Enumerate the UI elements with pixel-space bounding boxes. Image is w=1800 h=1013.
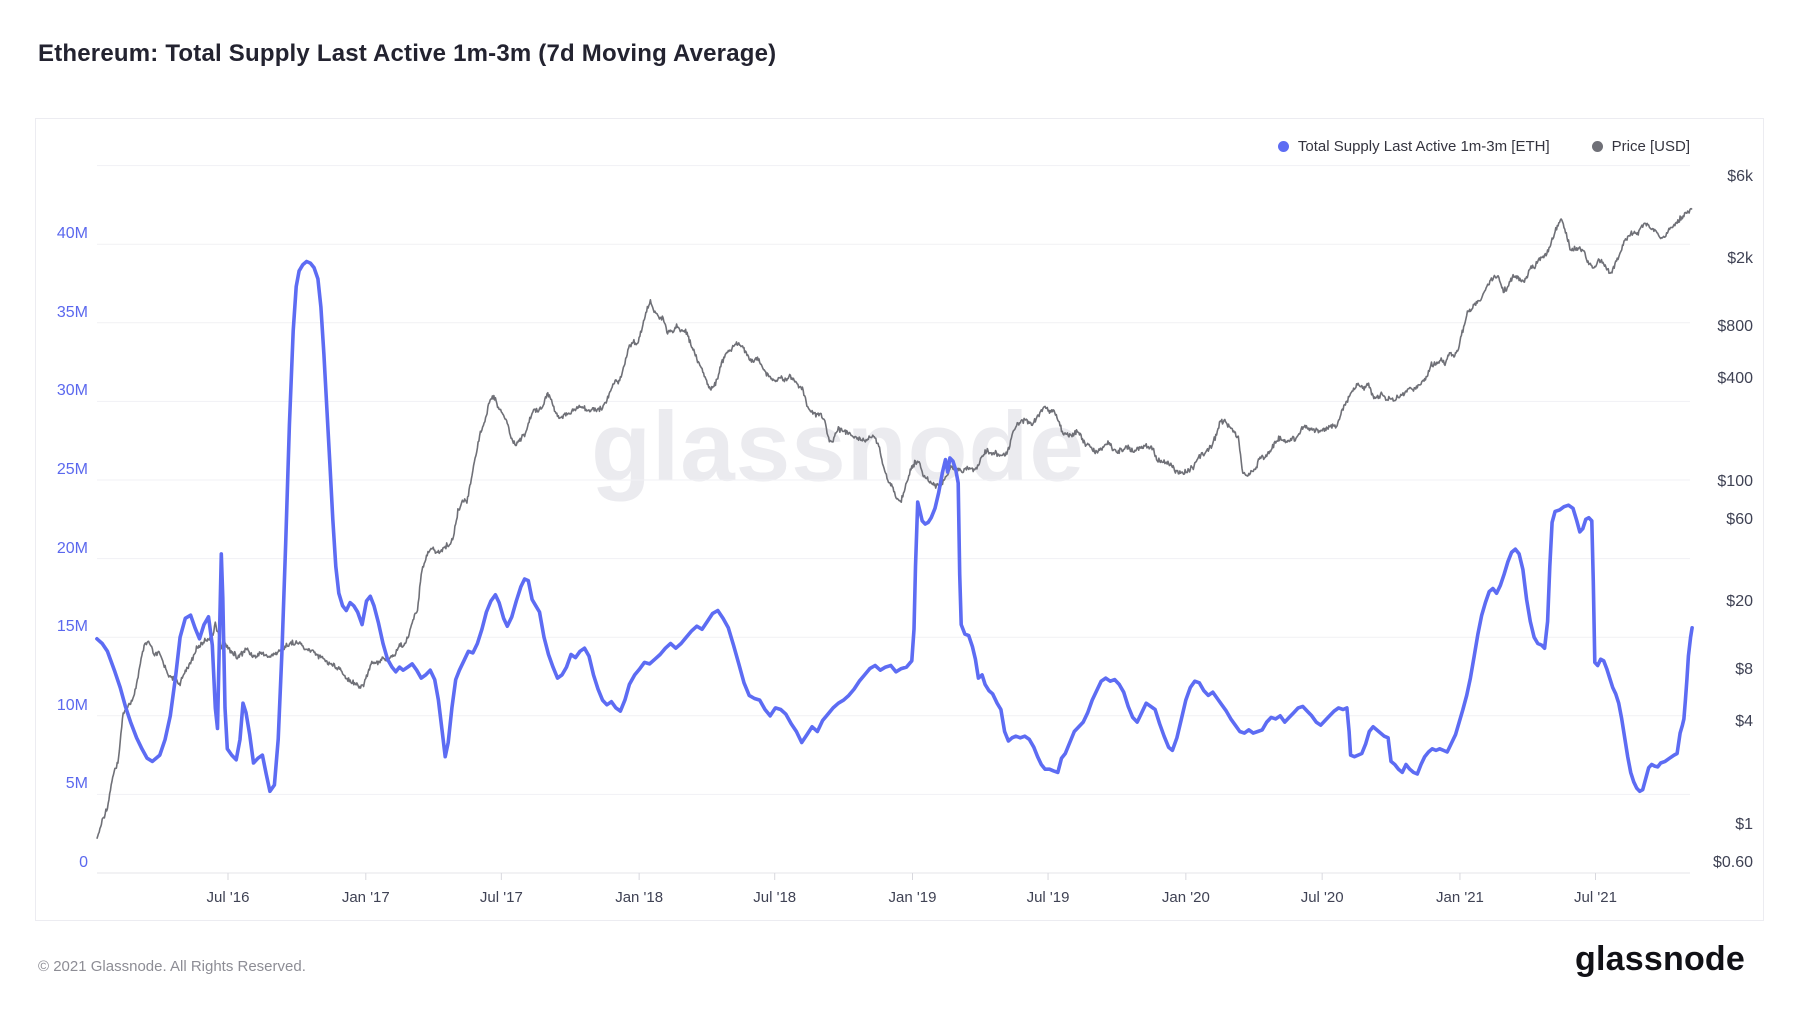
left-axis-tick-label: 0: [79, 854, 88, 871]
right-axis-tick-label: $8: [1735, 661, 1753, 679]
right-axis-tick-label: $800: [1717, 318, 1753, 336]
left-axis-tick-label: 5M: [65, 775, 88, 793]
legend-item-supply[interactable]: Total Supply Last Active 1m-3m [ETH]: [1277, 138, 1550, 155]
left-axis-tick-label: 35M: [56, 303, 88, 321]
page-title: Ethereum: Total Supply Last Active 1m-3m…: [38, 40, 777, 67]
right-axis-tick-label: $1: [1735, 815, 1753, 833]
chart-card: [35, 118, 1764, 921]
legend-label-price: Price [USD]: [1611, 138, 1690, 155]
x-axis-tick-label: Jul '19: [1026, 889, 1070, 906]
right-axis-tick-label: $60: [1726, 511, 1753, 528]
left-axis-tick-label: 20M: [56, 539, 88, 557]
x-axis-tick-label: Jul '16: [206, 889, 250, 906]
x-axis-tick-label: Jan '17: [341, 889, 390, 906]
glassnode-logo: glassnode: [1575, 940, 1745, 978]
left-axis-tick-label: 40M: [56, 225, 88, 243]
left-axis-tick-label: 25M: [56, 461, 88, 478]
price-series-dot-icon: [1591, 141, 1603, 152]
right-axis-tick-label: $4: [1735, 712, 1753, 730]
x-axis-tick-label: Jan '18: [615, 889, 664, 906]
supply-series-dot-icon: [1277, 141, 1289, 152]
right-axis-tick-label: $2k: [1727, 249, 1753, 267]
right-axis-tick-label: $6k: [1727, 168, 1753, 185]
left-axis-tick-label: 10M: [56, 696, 88, 714]
x-axis-tick-label: Jan '19: [888, 889, 937, 906]
right-axis-tick-label: $100: [1717, 472, 1753, 490]
left-axis-tick-label: 30M: [56, 382, 88, 400]
legend-label-supply: Total Supply Last Active 1m-3m [ETH]: [1297, 138, 1550, 155]
right-axis-tick-label: $20: [1726, 592, 1753, 610]
glassnode-watermark: glassnode: [591, 391, 1085, 502]
x-axis-tick-label: Jul '21: [1574, 889, 1617, 906]
x-axis-tick-label: Jan '21: [1435, 889, 1484, 906]
right-axis-tick-label: $0.60: [1712, 854, 1753, 871]
x-axis-tick-label: Jul '18: [753, 889, 797, 906]
x-axis-tick-label: Jul '17: [479, 889, 523, 906]
x-axis-tick-label: Jul '20: [1300, 889, 1344, 906]
right-axis-tick-label: $400: [1717, 369, 1753, 387]
x-axis-tick-label: Jan '20: [1161, 889, 1210, 906]
left-axis-tick-label: 15M: [56, 618, 88, 636]
legend-item-price[interactable]: Price [USD]: [1591, 138, 1690, 155]
copyright-text: © 2021 Glassnode. All Rights Reserved.: [38, 958, 306, 975]
chart-legend: Total Supply Last Active 1m-3m [ETH] Pri…: [1277, 138, 1690, 155]
